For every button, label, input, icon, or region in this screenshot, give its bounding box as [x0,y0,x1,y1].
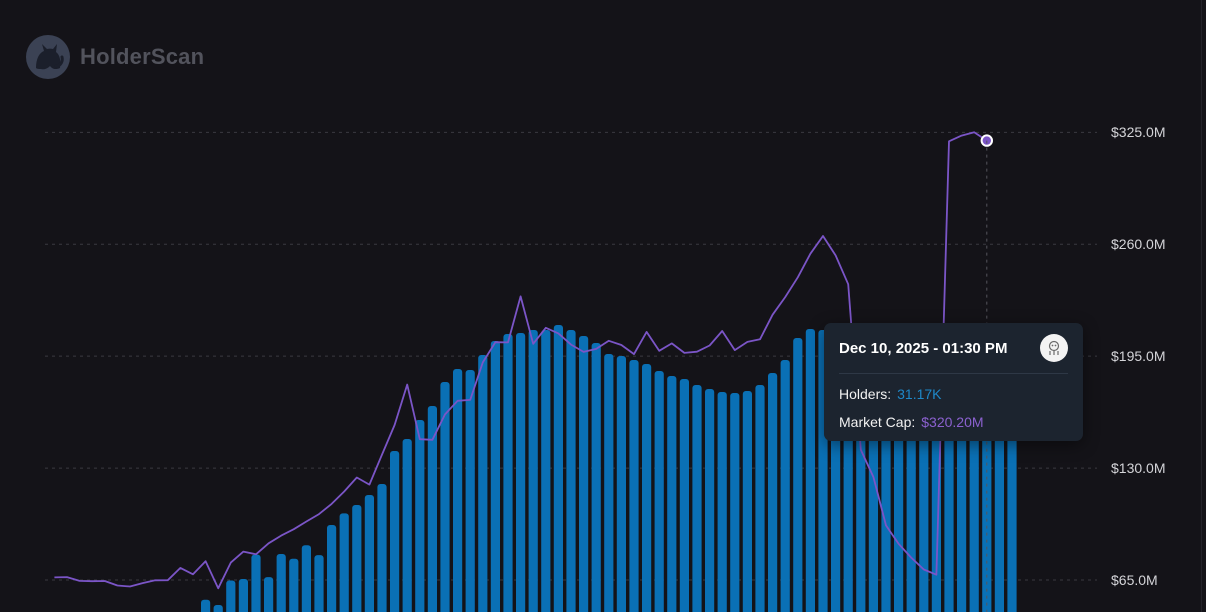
cat-logo-icon [26,35,70,79]
holders-bar[interactable] [742,391,752,612]
holders-bar[interactable] [717,392,727,612]
holders-bar[interactable] [591,343,601,612]
holders-bar[interactable] [352,505,362,612]
holders-bar[interactable] [642,364,652,612]
y-tick-label: $325.0M [1111,124,1166,141]
holders-bar[interactable] [503,334,513,612]
holders-value: 31.17K [897,386,942,402]
holders-bar[interactable] [793,338,803,612]
market-cap-value: $320.20M [921,414,984,430]
y-tick-label: $195.0M [1111,348,1166,365]
holders-bar[interactable] [654,371,664,612]
brand-name: HolderScan [80,44,205,69]
holders-bar[interactable] [301,545,311,612]
holders-bar[interactable] [314,555,324,612]
holders-bar[interactable] [528,330,538,612]
holders-bar[interactable] [289,558,299,612]
holders-bar[interactable] [427,406,437,612]
holders-bar[interactable] [667,376,677,612]
holders-bar[interactable] [780,360,790,612]
holders-bar[interactable] [553,325,563,612]
chart-tooltip: Dec 10, 2025 - 01:30 PM Holders: 31.17K M… [824,323,1083,441]
holders-bar[interactable] [339,513,349,612]
tooltip-header: Dec 10, 2025 - 01:30 PM [839,323,1068,374]
holders-bar[interactable] [541,330,551,612]
tooltip-holders-row: Holders: 31.17K [839,386,1068,402]
holders-bar[interactable] [402,439,412,612]
holders-bar[interactable] [415,420,425,612]
holders-bar[interactable] [490,341,500,612]
right-border [1201,0,1202,612]
tooltip-market-cap-row: Market Cap: $320.20M [839,414,1068,430]
holders-bar[interactable] [755,385,765,612]
holders-bar[interactable] [213,605,223,612]
holders-bar[interactable] [629,360,639,612]
tooltip-date: Dec 10, 2025 - 01:30 PM [839,339,1008,357]
market-cap-line[interactable] [54,131,988,590]
holders-bar[interactable] [692,385,702,612]
holders-bar[interactable] [730,393,740,612]
y-tick-label: $65.0M [1111,571,1158,588]
holders-bar[interactable] [768,373,778,612]
token-avatar-icon [1040,334,1068,362]
holders-bar[interactable] [616,356,626,612]
holders-bar[interactable] [579,336,589,612]
holders-bar[interactable] [805,329,815,612]
holders-bar[interactable] [238,579,248,612]
holders-bar[interactable] [453,369,463,612]
holders-bar[interactable] [705,389,715,612]
holders-bar[interactable] [679,379,689,612]
holders-bar[interactable] [390,451,400,612]
holders-bar[interactable] [377,484,387,612]
holders-bar[interactable] [364,495,374,612]
y-tick-label: $260.0M [1111,236,1166,253]
brand-logo: HolderScan [26,35,204,79]
holders-bar[interactable] [566,330,576,612]
holders-bar[interactable] [440,382,450,612]
holders-bar[interactable] [604,354,614,612]
holders-bar[interactable] [327,525,337,612]
holders-bar[interactable] [251,554,261,612]
holders-bar[interactable] [516,333,526,612]
holders-bar[interactable] [201,599,211,612]
holders-bar[interactable] [264,577,274,612]
holders-bar[interactable] [465,370,475,612]
market-cap-label: Market Cap: [839,414,916,430]
holders-bar[interactable] [226,580,236,612]
holders-bar[interactable] [276,554,286,612]
holders-label: Holders: [839,386,892,402]
y-tick-label: $130.0M [1111,460,1166,477]
holders-bar[interactable] [478,355,488,612]
